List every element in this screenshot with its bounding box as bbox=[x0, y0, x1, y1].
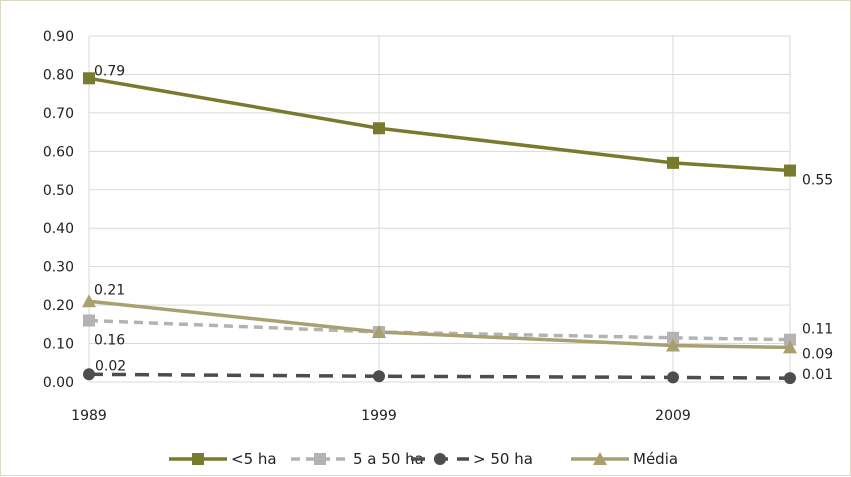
gridlines bbox=[88, 35, 791, 383]
legend-label: Média bbox=[633, 450, 678, 468]
x-axis-ticks: 1989 1999 2009 bbox=[71, 408, 691, 424]
data-point-marker bbox=[784, 164, 796, 177]
y-tick-label: 0.30 bbox=[43, 260, 74, 276]
data-label: 0.16 bbox=[94, 332, 125, 348]
data-point-marker bbox=[373, 370, 385, 383]
y-tick-label: 0.70 bbox=[43, 106, 74, 122]
y-tick-label: 0.90 bbox=[43, 29, 74, 45]
y-tick-label: 0.60 bbox=[43, 144, 74, 160]
legend-marker bbox=[434, 453, 446, 465]
x-tick-label: 1999 bbox=[361, 408, 397, 424]
data-point-marker bbox=[783, 340, 797, 354]
data-point-marker bbox=[667, 331, 679, 344]
series-line bbox=[88, 299, 791, 350]
y-tick-label: 0.80 bbox=[43, 67, 74, 83]
data-labels: 0.79 0.55 0.16 0.11 0.02 0.01 0.21 0.09 bbox=[94, 63, 833, 383]
y-tick-label: 0.50 bbox=[43, 183, 74, 199]
data-label: 0.55 bbox=[802, 173, 833, 189]
data-point-marker bbox=[373, 122, 385, 135]
x-tick-label: 2009 bbox=[655, 408, 691, 424]
y-tick-label: 0.20 bbox=[43, 298, 74, 314]
data-point-marker bbox=[82, 294, 96, 308]
legend-label: > 50 ha bbox=[473, 450, 533, 468]
data-point-marker bbox=[83, 314, 95, 327]
data-label: 0.01 bbox=[802, 367, 833, 383]
data-label: 0.02 bbox=[95, 358, 126, 374]
legend-marker bbox=[314, 453, 326, 465]
data-label: 0.11 bbox=[802, 322, 833, 338]
y-tick-label: 0.00 bbox=[43, 375, 74, 391]
y-axis-ticks: 0.00 0.10 0.20 0.30 0.40 0.50 0.60 0.70 0.80 0.90 bbox=[43, 29, 74, 391]
data-point-marker bbox=[784, 372, 796, 385]
legend-label: <5 ha bbox=[231, 450, 277, 468]
series-line bbox=[88, 372, 791, 380]
series-line bbox=[88, 76, 791, 173]
data-point-marker bbox=[784, 333, 796, 346]
y-tick-label: 0.40 bbox=[43, 221, 74, 237]
data-label: 0.21 bbox=[94, 282, 125, 298]
series-lines bbox=[88, 76, 791, 380]
data-point-marker bbox=[667, 371, 679, 384]
data-point-marker bbox=[83, 368, 95, 381]
data-point-marker bbox=[666, 338, 680, 352]
series-markers bbox=[82, 72, 797, 385]
data-point-marker bbox=[372, 325, 386, 339]
data-label: 0.09 bbox=[802, 346, 833, 362]
legend-marker bbox=[593, 452, 607, 465]
data-point-marker bbox=[667, 156, 679, 169]
x-tick-label: 1989 bbox=[71, 408, 107, 424]
legend-marker bbox=[192, 453, 204, 465]
legend-label: 5 a 50 ha bbox=[353, 450, 424, 468]
y-tick-label: 0.10 bbox=[43, 337, 74, 353]
data-point-marker bbox=[83, 72, 95, 85]
data-label: 0.79 bbox=[94, 63, 125, 79]
legend: <5 ha 5 a 50 ha > 50 ha Média bbox=[169, 450, 678, 468]
series-line bbox=[88, 318, 791, 342]
